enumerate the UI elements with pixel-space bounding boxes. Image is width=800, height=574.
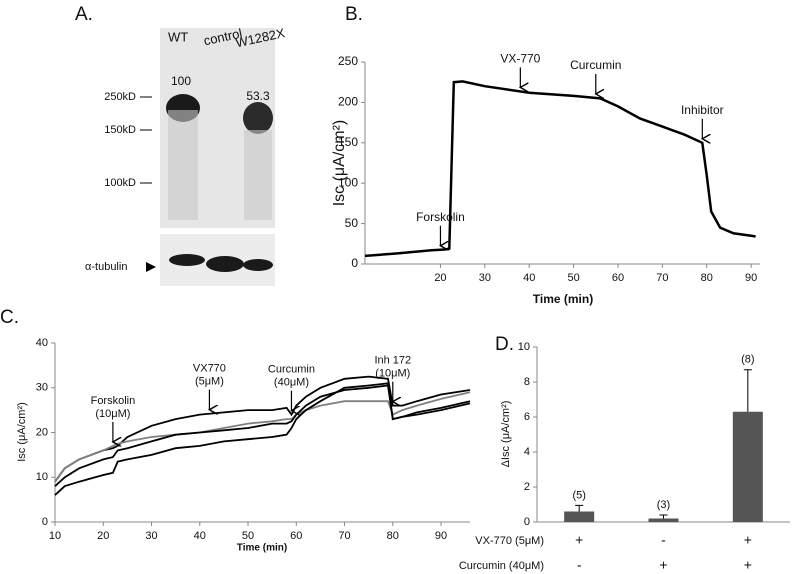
x-tick-label: 10 [49,530,61,542]
n-label: (5) [572,489,585,501]
condition-sign: + [744,557,752,573]
annotation: Forskolin [91,395,136,407]
x-tick-label: 20 [434,272,446,284]
x-tick-label: 20 [97,530,109,542]
quantification: 53.3 [246,89,270,103]
y-tick-label: 250 [338,54,358,68]
y-tick-label: 4 [524,446,530,458]
x-tick-label: 50 [567,272,579,284]
arrowhead [146,262,156,272]
n-label: (3) [657,499,670,511]
y-tick-label: 150 [338,135,358,149]
line [54,382,471,496]
x-tick-label: 80 [387,530,399,542]
annotation: Curcumin [268,364,315,376]
bar [732,411,763,522]
band [243,259,273,271]
lane-label: WT [168,29,188,44]
error-bar [743,369,752,412]
panel-label: D. [495,334,514,355]
x-axis-label: Time (min) [533,292,593,306]
band [169,254,205,266]
x-tick-label: 70 [656,272,668,284]
smear [244,130,272,220]
condition-sign: + [575,532,583,548]
x-axis-label: Time (min) [237,543,287,554]
annotation: (40μM) [274,377,309,389]
panel-a: A. WT control W1282X 100 53.3 250kD 150k… [75,4,286,286]
panel-label: C. [0,307,19,328]
bar [564,511,595,522]
x-tick-label: 70 [338,530,350,542]
y-tick-label: 6 [524,411,530,423]
error-bar [575,504,584,512]
x-tick-label: 60 [290,530,302,542]
condition-sign: + [659,557,667,573]
annotation: (10μM) [95,408,130,420]
x-tick-label: 90 [745,272,757,284]
x-tick-label: 40 [194,530,206,542]
marker-label: 100kD [104,177,136,189]
y-tick-label: 30 [36,382,48,394]
y-axis-label: Isc (μA/cm²) [331,120,348,207]
condition-sign: - [577,557,582,573]
panel-label: A. [75,4,93,25]
line [54,375,471,483]
annotation: Inh 172 [374,355,411,367]
y-tick-label: 40 [36,337,48,349]
y-tick-label: 8 [524,376,530,388]
annotation: VX-770 [500,52,540,66]
x-tick-label: 60 [612,272,624,284]
y-tick-label: 10 [518,341,530,353]
condition-sign: - [661,532,666,548]
x-tick-label: 30 [479,272,491,284]
panel-label: B. [345,4,363,25]
x-tick-label: 90 [435,530,447,542]
marker-label: 250kD [104,91,136,103]
x-tick-label: 80 [701,272,713,284]
annotation: (5μM) [195,376,224,388]
annotation: VX770 [193,363,226,375]
y-tick-label: 2 [524,481,530,493]
y-tick-label: 0 [42,516,48,528]
y-tick-label: 10 [36,471,48,483]
x-tick-label: 30 [145,530,157,542]
error-bar [659,514,668,519]
n-label: (8) [741,354,754,366]
y-tick-label: 200 [338,95,358,109]
loading-control-label: α-tubulin [85,261,127,273]
y-axis-label: ΔIsc (μA/cm²) [500,401,512,468]
quantification: 100 [171,74,191,88]
marker-label: 150kD [104,124,136,136]
x-tick-label: 50 [242,530,254,542]
y-tick-label: 20 [36,426,48,438]
band [206,256,244,272]
y-tick-label: 0 [351,256,358,270]
condition-name: VX-770 (5μM) [475,535,544,547]
condition-name: Curcumin (40μM) [459,560,544,572]
y-axis-label: Isc (μA/cm²) [16,402,28,462]
y-tick-label: 100 [338,175,358,189]
annotation: (10μM) [375,368,410,380]
annotation: Curcumin [570,58,621,72]
condition-sign: + [744,532,752,548]
y-tick-label: 50 [345,216,359,230]
annotation: Inhibitor [681,103,724,117]
x-tick-label: 40 [523,272,535,284]
annotation: Forskolin [416,210,465,224]
band [243,102,273,134]
smear [168,110,198,220]
bar [648,518,679,522]
y-tick-label: 0 [524,516,530,528]
